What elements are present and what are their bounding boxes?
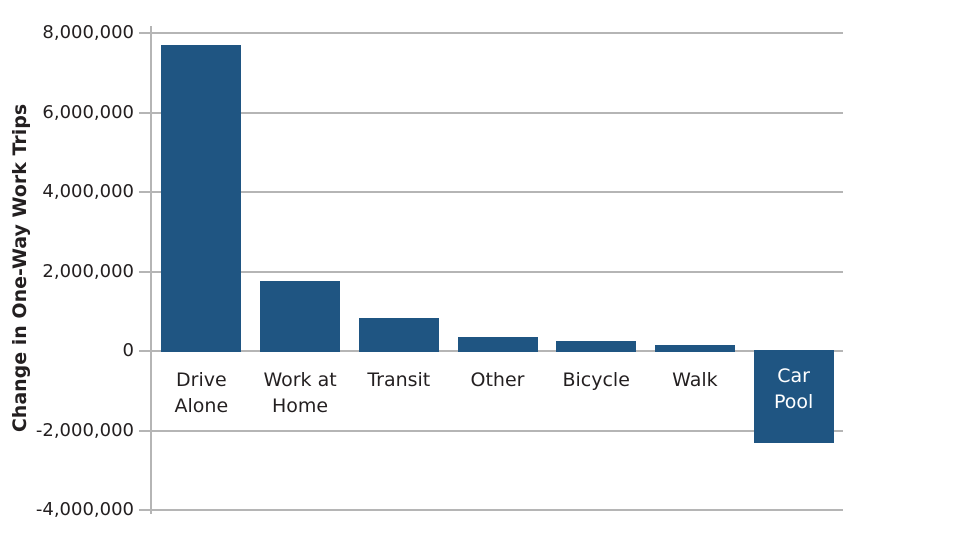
category-label-transit: Transit <box>367 369 431 391</box>
category-label-car-pool: Car Pool <box>773 365 814 413</box>
gridline <box>139 429 843 432</box>
category-label-walk: Walk <box>672 369 718 391</box>
bar-transit <box>358 318 439 352</box>
y-tick-label: -4,000,000 <box>35 499 134 520</box>
y-tick-label: 6,000,000 <box>42 101 134 123</box>
category-label-bicycle: Bicycle <box>562 369 630 391</box>
gridline <box>139 111 843 114</box>
category-label-other: Other <box>470 369 525 391</box>
bar-other <box>457 337 538 352</box>
gridline <box>139 32 843 34</box>
category-label-work-at-home: Work at Home <box>263 369 337 417</box>
bar-work-at-home <box>260 281 341 352</box>
y-tick-label: -2,000,000 <box>35 419 134 441</box>
bar-walk <box>654 344 735 352</box>
y-tick-label: 2,000,000 <box>42 260 134 282</box>
bar-bicycle <box>556 340 637 352</box>
category-label-drive-alone: Drive Alone <box>174 369 229 417</box>
bar-drive-alone <box>161 44 242 352</box>
y-axis-line <box>150 26 152 514</box>
y-tick-label: 4,000,000 <box>42 181 134 202</box>
bar-car-pool <box>753 350 834 444</box>
gridline <box>139 509 843 511</box>
gridline <box>139 270 843 273</box>
gridline <box>139 191 843 193</box>
y-tick-label: 8,000,000 <box>42 22 134 43</box>
y-tick-label: 0 <box>122 340 134 361</box>
